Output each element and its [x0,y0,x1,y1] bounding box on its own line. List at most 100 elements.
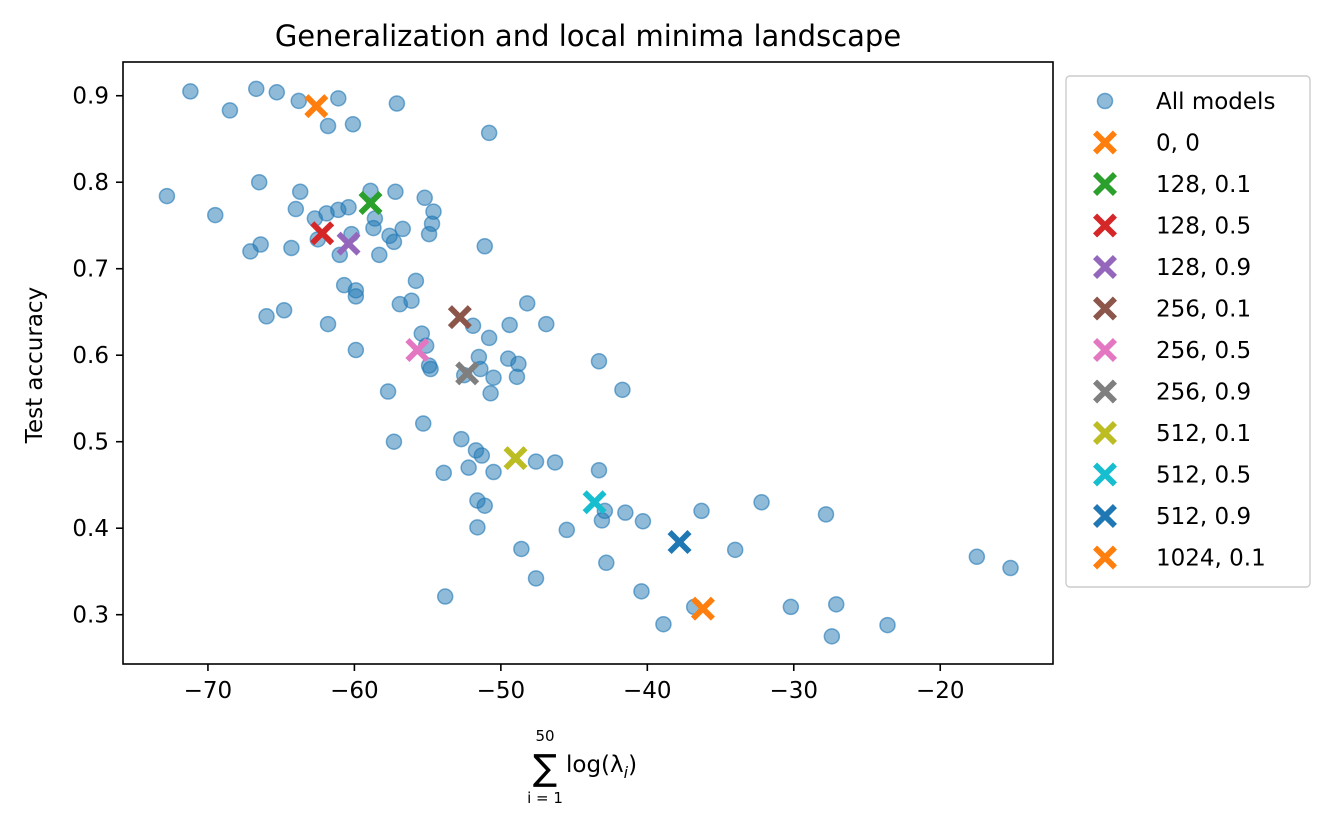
config-marker [690,596,715,621]
model-point [391,295,409,313]
y-tick-label: 0.6 [72,343,109,369]
model-point [453,430,470,448]
model-point [817,506,835,523]
model-point [388,95,406,112]
model-point [242,243,259,260]
x-tick-label: −20 [916,678,965,704]
model-point [387,183,404,200]
legend-label: 1024, 0.1 [1156,546,1266,572]
model-point [513,540,530,558]
config-marker [304,94,329,119]
model-point [485,463,502,481]
chart-title: Generalization and local minima landscap… [275,19,901,53]
model-point [407,272,425,290]
x-tick-label: −50 [477,678,526,704]
model-point [617,504,634,521]
x-axis-label-close: ) [628,752,637,778]
legend-label: 512, 0.1 [1156,421,1251,447]
config-marker [336,231,361,256]
model-point [385,433,403,450]
model-point [485,369,502,386]
model-point [379,383,397,400]
model-point [968,548,986,565]
plot-area [158,80,1019,645]
legend: All models 0, 0 128, 0.1 128, 0.5 128, 0.9 25… [1065,75,1311,588]
model-point [371,246,388,264]
config-marker [447,305,472,330]
legend-label: 0, 0 [1156,131,1200,157]
model-point [416,189,433,207]
y-tick-label: 0.3 [72,603,109,629]
model-point [290,92,307,110]
model-point [527,453,545,470]
model-point [538,315,555,333]
model-point [476,237,493,255]
y-tick-label: 0.5 [72,430,109,456]
legend-marker [1093,504,1117,528]
model-point [598,554,615,572]
model-point [344,116,362,133]
model-point [633,583,650,600]
legend-marker [1093,172,1117,196]
x-axis-label-log: log(λ [566,752,624,778]
legend-label: 256, 0.9 [1156,380,1251,406]
legend-label: 128, 0.9 [1156,255,1251,281]
x-axis-label: 50 ∑ i = 1 log(λi) [527,727,637,807]
config-marker [358,190,383,215]
legend-label: 256, 0.1 [1156,297,1251,323]
model-point [614,381,631,399]
model-point [476,497,493,514]
model-point [414,415,432,432]
legend-marker [1093,462,1117,487]
legend-marker [1096,92,1114,110]
legend-label: 128, 0.5 [1156,214,1251,240]
model-point [546,454,564,471]
plot-frame [122,61,1054,665]
model-point [693,502,710,520]
model-point [726,541,744,559]
model-point [518,295,536,312]
model-point [385,233,403,251]
config-marker [503,446,528,471]
legend-marker [1093,338,1117,362]
model-point [347,341,365,359]
y-tick-label: 0.9 [72,84,109,110]
x-tick-label: −60 [330,678,379,704]
model-point [420,225,438,243]
model-point [508,368,526,386]
model-point [480,329,498,347]
legend-label: All models [1156,89,1275,115]
model-point [330,90,347,107]
model-point [501,316,518,334]
model-point [460,459,477,476]
legend-marker [1093,296,1117,321]
legend-label: 512, 0.9 [1156,504,1251,530]
legend-marker [1093,421,1117,445]
config-marker [667,530,692,555]
legend-label: 256, 0.5 [1156,338,1251,364]
model-point [365,219,382,237]
model-point [347,288,365,305]
x-axis-label-sum-top: 50 [535,727,554,745]
model-point [593,512,611,529]
model-point [469,519,486,536]
model-point [258,308,275,325]
model-point [480,124,498,142]
x-axis-label-sum-symbol: ∑ [533,748,557,789]
x-tick-label: −70 [184,678,233,704]
model-point [823,628,841,645]
legend-marker [1093,545,1117,570]
model-point [436,588,454,605]
model-point [221,102,239,119]
model-point [362,182,379,200]
config-marker [582,490,607,515]
model-point [655,615,672,633]
model-point [340,199,357,216]
legend-marker [1093,255,1117,279]
model-point [482,385,499,402]
model-point [394,220,411,238]
model-point [182,83,199,100]
model-point [590,462,608,479]
svg-text:log(λi): log(λi) [566,752,637,782]
model-point [435,464,452,482]
